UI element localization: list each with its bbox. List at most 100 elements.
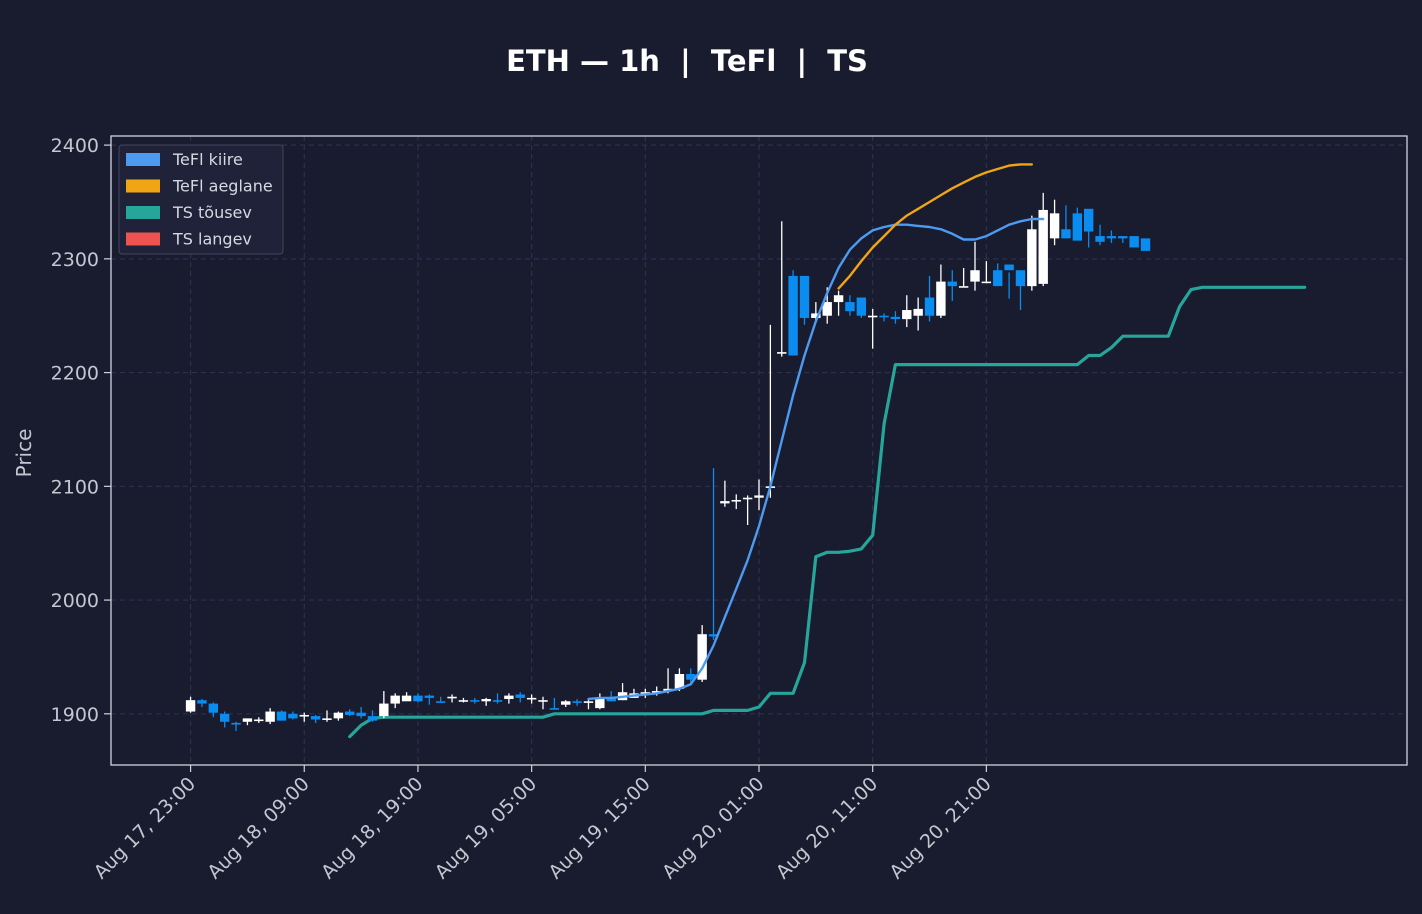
candle [1083,208,1094,248]
candle [208,702,219,718]
legend-box [118,144,284,255]
legend-label: TeFl kiire [172,150,243,169]
candle [526,694,537,704]
candle-body [254,719,264,722]
candle [1118,236,1128,243]
candle [356,706,366,719]
candle-body [413,695,423,702]
candle [845,295,855,316]
candle-body [219,713,230,722]
candle [242,718,253,726]
candle [799,275,810,325]
candle [197,699,207,707]
y-tick-label: 2400 [51,135,99,157]
candle [379,691,389,719]
x-tick-label: Aug 20, 21:00 [885,773,995,883]
candle [777,221,787,357]
candle [708,468,719,640]
candle [1106,230,1117,243]
candle [1129,236,1139,248]
x-tick-label: Aug 20, 01:00 [658,773,768,883]
candle-body [913,308,923,316]
candle [583,699,594,710]
candle [231,721,241,731]
candle-body [288,713,298,719]
candle [549,697,560,710]
legend-label: TS langev [172,230,252,249]
candle-body [265,711,275,722]
candle-body [504,695,514,700]
candle [1061,205,1071,239]
legend-item: TS langev [126,230,252,249]
x-tick-label: Aug 19, 15:00 [544,773,654,883]
candle [390,693,400,709]
candle [185,696,196,713]
candle-body [1049,213,1060,239]
candle-body [1061,229,1071,239]
candle-body [890,316,901,320]
y-tick-label: 2000 [51,590,99,612]
x-tick-label: Aug 17, 23:00 [90,773,200,883]
y-axis: 1900 2000 2100 2200 2300 2400 [51,135,111,726]
candle [754,479,764,511]
candle-body [1004,264,1014,271]
candle-body [185,700,196,712]
candle [322,710,332,722]
chart-title: ETH — 1h | TeFl | TS [506,44,868,78]
legend-label: TeFl aeglane [172,177,273,196]
candle-body [470,700,480,702]
candle [265,708,275,725]
candle [424,694,435,705]
candle-body [697,634,707,680]
candle-body [424,695,435,698]
candle-body [708,634,719,637]
candle-body [1140,238,1151,251]
candle [254,717,264,723]
candle [697,625,707,682]
candle-body [310,716,321,720]
candlesticks [185,192,1151,731]
candle-body [299,714,309,717]
candle-body [572,701,582,703]
x-tick-label: Aug 19, 05:00 [431,773,541,883]
series-line-ts-t-usev [348,285,1307,739]
candle-body [515,694,525,698]
candle-body [435,701,446,703]
candle [447,694,457,703]
candle [1004,264,1014,299]
candle-body [788,275,798,356]
legend: TeFl kiire TeFl aeglane TS tõusev TS langev [118,144,284,255]
candle [981,261,992,284]
candle-body [1027,229,1037,287]
candle-body [1095,236,1105,242]
candle [1095,224,1105,246]
candle-body [526,697,537,700]
series-line-tefl-aeglane [837,163,1034,290]
candle [867,308,878,349]
candle-body [242,718,253,722]
legend-swatch [126,232,160,246]
candle-body [367,716,378,721]
candle [742,495,753,526]
candle [515,692,525,703]
candle [993,263,1003,287]
candle-body [606,697,616,702]
candle-body [856,297,867,316]
legend-item: TeFl kiire [126,150,243,169]
candle-body [674,674,685,689]
candle-body [1072,213,1083,241]
candle-body [231,722,241,725]
candle [504,693,514,704]
candle-body [777,352,787,354]
candle [1140,238,1151,251]
candle-body [322,718,332,720]
candle-body [595,697,605,709]
y-axis-label: Price [12,429,36,478]
candle [924,275,935,322]
candle-body [561,701,571,705]
candle [674,668,685,692]
candle [413,693,423,703]
candle-body [879,315,889,318]
